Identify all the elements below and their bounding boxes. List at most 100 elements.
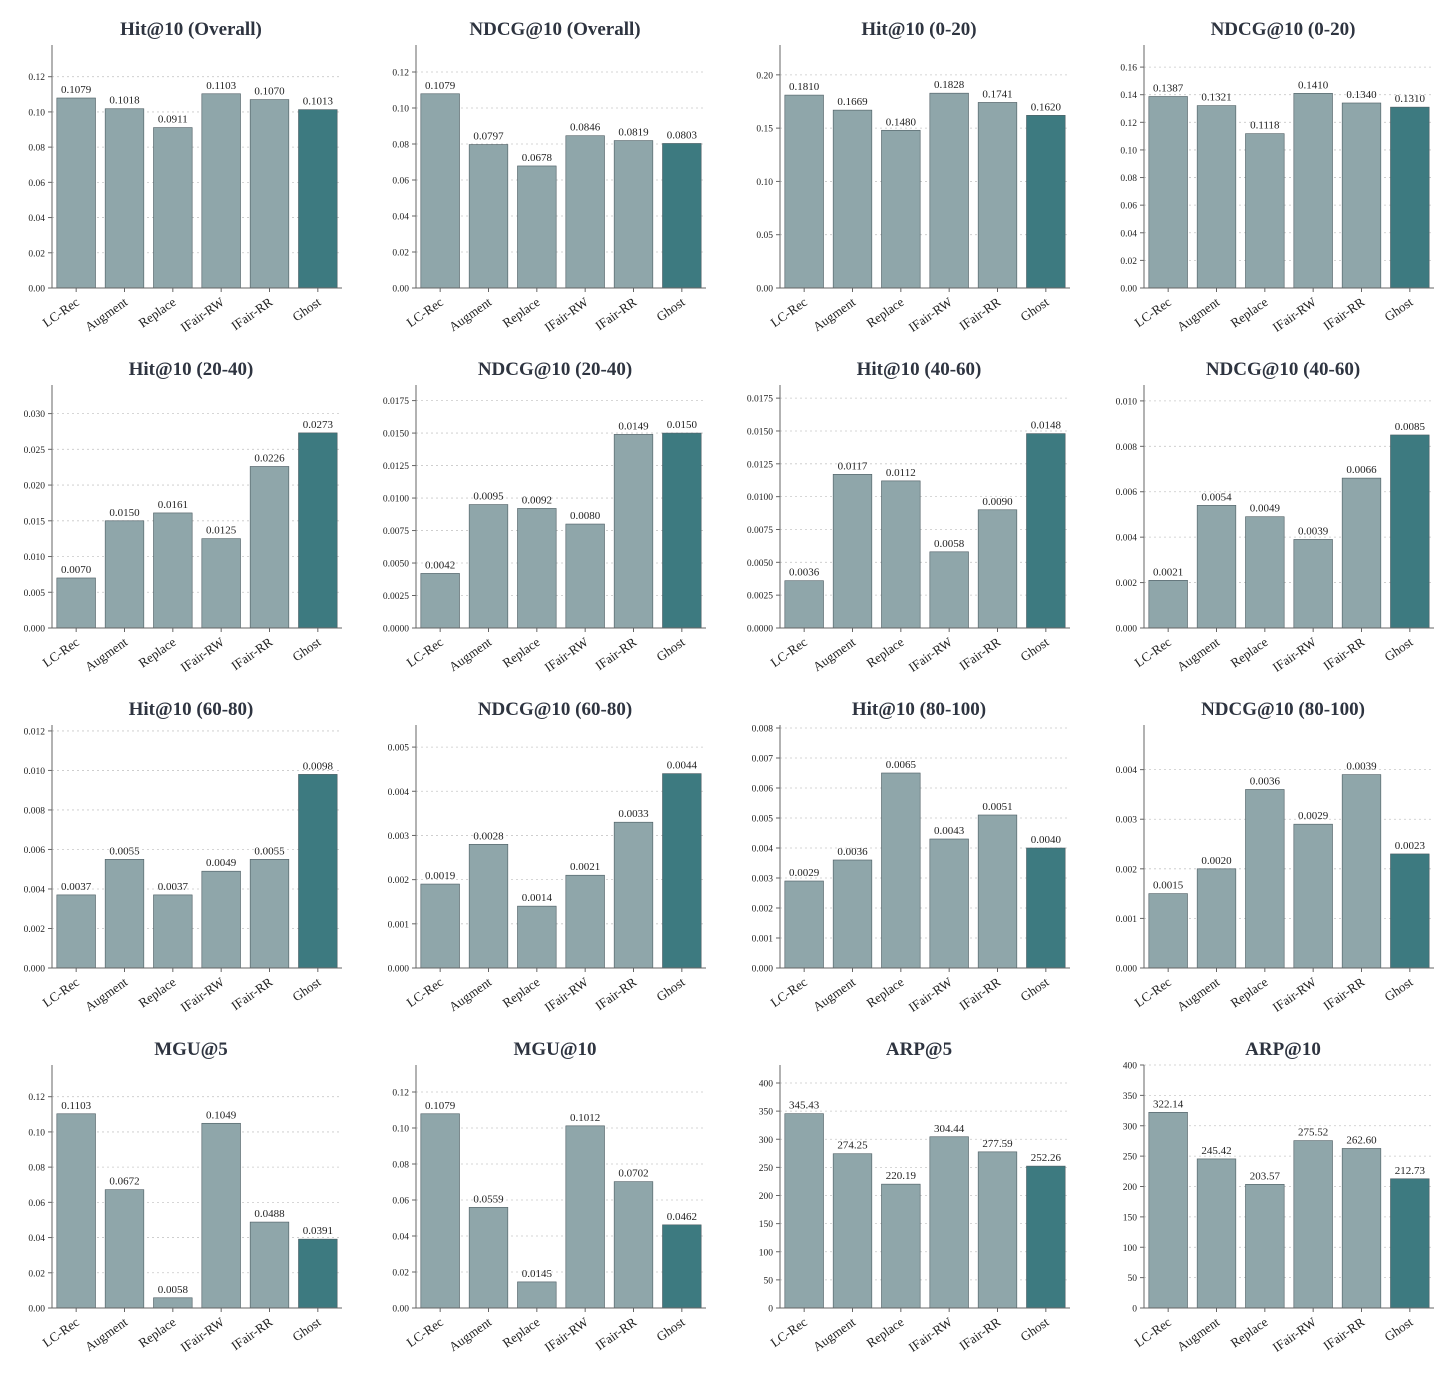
y-tick-label: 0.010 xyxy=(1116,397,1138,407)
y-tick-label: 0.06 xyxy=(392,1197,409,1207)
data-label: 0.0058 xyxy=(934,538,965,550)
y-tick-label: 0.004 xyxy=(1116,766,1138,776)
x-tick-label: Augment xyxy=(1174,974,1223,1014)
bar xyxy=(249,859,290,969)
bar xyxy=(1293,539,1333,629)
x-tick-label: IFair-RR xyxy=(956,974,1003,1013)
x-tick-label: Replace xyxy=(500,634,543,670)
bar xyxy=(298,774,338,969)
x-tick-label: Ghost xyxy=(1382,634,1416,664)
y-tick-label: 0.0150 xyxy=(383,430,409,440)
y-tick-label: 0.000 xyxy=(752,965,774,975)
x-tick-label: Ghost xyxy=(1382,294,1416,324)
x-tick-label: IFair-RR xyxy=(592,294,639,333)
chart-title: ARP@10 xyxy=(1245,1039,1321,1060)
bar xyxy=(929,1136,969,1309)
data-label: 0.1669 xyxy=(837,96,868,108)
y-tick-label: 0.06 xyxy=(1120,202,1137,212)
bar xyxy=(784,94,824,289)
x-tick-label: Ghost xyxy=(654,974,688,1004)
x-tick-label: IFair-RR xyxy=(956,294,1003,333)
data-label: 0.0039 xyxy=(1346,761,1377,773)
x-tick-label: IFair-RW xyxy=(1270,634,1320,675)
chart-title: ARP@5 xyxy=(886,1039,952,1060)
y-tick-label: 0.002 xyxy=(24,925,46,935)
bar-chart: ARP@5 0 50 100 150 200 250 300 350 400 345.43 LC-Re… xyxy=(759,1039,1070,1355)
y-tick-label: 0.010 xyxy=(24,553,46,563)
data-label: 245.42 xyxy=(1201,1145,1231,1157)
y-tick-label: 0.003 xyxy=(388,832,410,842)
y-tick-label: 0.10 xyxy=(392,1125,409,1135)
bar xyxy=(613,821,654,969)
y-tick-label: 350 xyxy=(759,1108,774,1118)
data-label: 0.1741 xyxy=(982,88,1012,100)
x-tick-label: IFair-RR xyxy=(1320,634,1367,673)
bar xyxy=(1293,1140,1333,1309)
data-label: 0.1079 xyxy=(425,1100,456,1112)
data-label: 0.0028 xyxy=(473,830,504,842)
data-label: 0.0148 xyxy=(1031,420,1062,432)
chart-panel: NDCG@10 (60-80) 0.000 0.001 0.002 0.003 0.004… xyxy=(364,680,728,1020)
bar xyxy=(420,93,460,289)
bar xyxy=(1026,847,1066,969)
x-tick-label: Augment xyxy=(446,1314,495,1354)
bar-chart: Hit@10 (0-20) 0.00 0.05 0.10 0.15 0.20 0.1810 L… xyxy=(756,19,1070,335)
data-label: 0.1103 xyxy=(206,80,236,92)
x-tick-label: IFair-RW xyxy=(178,294,228,335)
chart-title: Hit@10 (0-20) xyxy=(861,19,976,40)
y-tick-label: 0.16 xyxy=(1120,64,1137,74)
y-tick-label: 0.0150 xyxy=(747,427,773,437)
y-tick-label: 0.00 xyxy=(28,1305,45,1315)
y-tick-label: 0.005 xyxy=(24,589,46,599)
data-label: 212.73 xyxy=(1395,1165,1426,1177)
data-label: 0.1310 xyxy=(1395,93,1426,105)
chart-title: NDCG@10 (0-20) xyxy=(1211,19,1356,40)
x-tick-label: Ghost xyxy=(290,294,324,324)
y-tick-label: 0.0000 xyxy=(747,625,773,635)
x-tick-label: IFair-RW xyxy=(1270,1314,1320,1355)
chart-title: Hit@10 (80-100) xyxy=(852,699,986,720)
bar xyxy=(1026,1165,1066,1309)
y-tick-label: 0.10 xyxy=(28,108,45,118)
bar xyxy=(1245,789,1285,969)
data-label: 0.0036 xyxy=(837,846,868,858)
y-tick-label: 0.002 xyxy=(1116,579,1138,589)
data-label: 322.14 xyxy=(1153,1098,1184,1110)
data-label: 0.0019 xyxy=(425,870,456,882)
data-label: 220.19 xyxy=(886,1170,917,1182)
y-tick-label: 0.004 xyxy=(752,845,774,855)
y-tick-label: 0.00 xyxy=(392,1305,409,1315)
bar xyxy=(929,92,969,289)
x-tick-label: Ghost xyxy=(290,1314,324,1344)
x-tick-label: IFair-RR xyxy=(592,634,639,673)
bar xyxy=(153,1297,193,1309)
y-tick-label: 0.08 xyxy=(392,141,409,151)
x-tick-label: Ghost xyxy=(1018,974,1052,1004)
bar xyxy=(298,109,338,289)
y-tick-label: 0.12 xyxy=(392,69,409,79)
bar-chart: ARP@10 0 50 100 150 200 250 300 350 400 322.14 LC-R… xyxy=(1123,1039,1434,1355)
y-tick-label: 0.003 xyxy=(1116,816,1138,826)
data-label: 0.0462 xyxy=(667,1211,697,1223)
data-label: 0.1079 xyxy=(425,80,456,92)
bar xyxy=(1341,102,1382,289)
y-tick-label: 0.000 xyxy=(388,965,410,975)
chart-panel: ARP@5 0 50 100 150 200 250 300 350 400 345.43 LC-Re… xyxy=(728,1020,1092,1360)
data-label: 0.0055 xyxy=(254,845,285,857)
bar xyxy=(1245,133,1285,289)
chart-title: MGU@10 xyxy=(513,1039,596,1060)
x-tick-label: IFair-RR xyxy=(228,634,275,673)
data-label: 0.0049 xyxy=(206,857,237,869)
y-tick-label: 0.001 xyxy=(1116,915,1138,925)
chart-title: NDCG@10 (20-40) xyxy=(478,359,632,380)
data-label: 0.0702 xyxy=(618,1168,648,1180)
y-tick-label: 0.0175 xyxy=(747,395,773,405)
x-tick-label: Augment xyxy=(810,634,859,674)
x-tick-label: IFair-RR xyxy=(592,974,639,1013)
y-tick-label: 150 xyxy=(1123,1213,1138,1223)
y-tick-label: 0.04 xyxy=(28,1234,45,1244)
x-tick-label: LC-Rec xyxy=(40,1314,83,1350)
x-tick-label: Replace xyxy=(136,1314,179,1350)
x-tick-label: IFair-RR xyxy=(592,1314,639,1353)
